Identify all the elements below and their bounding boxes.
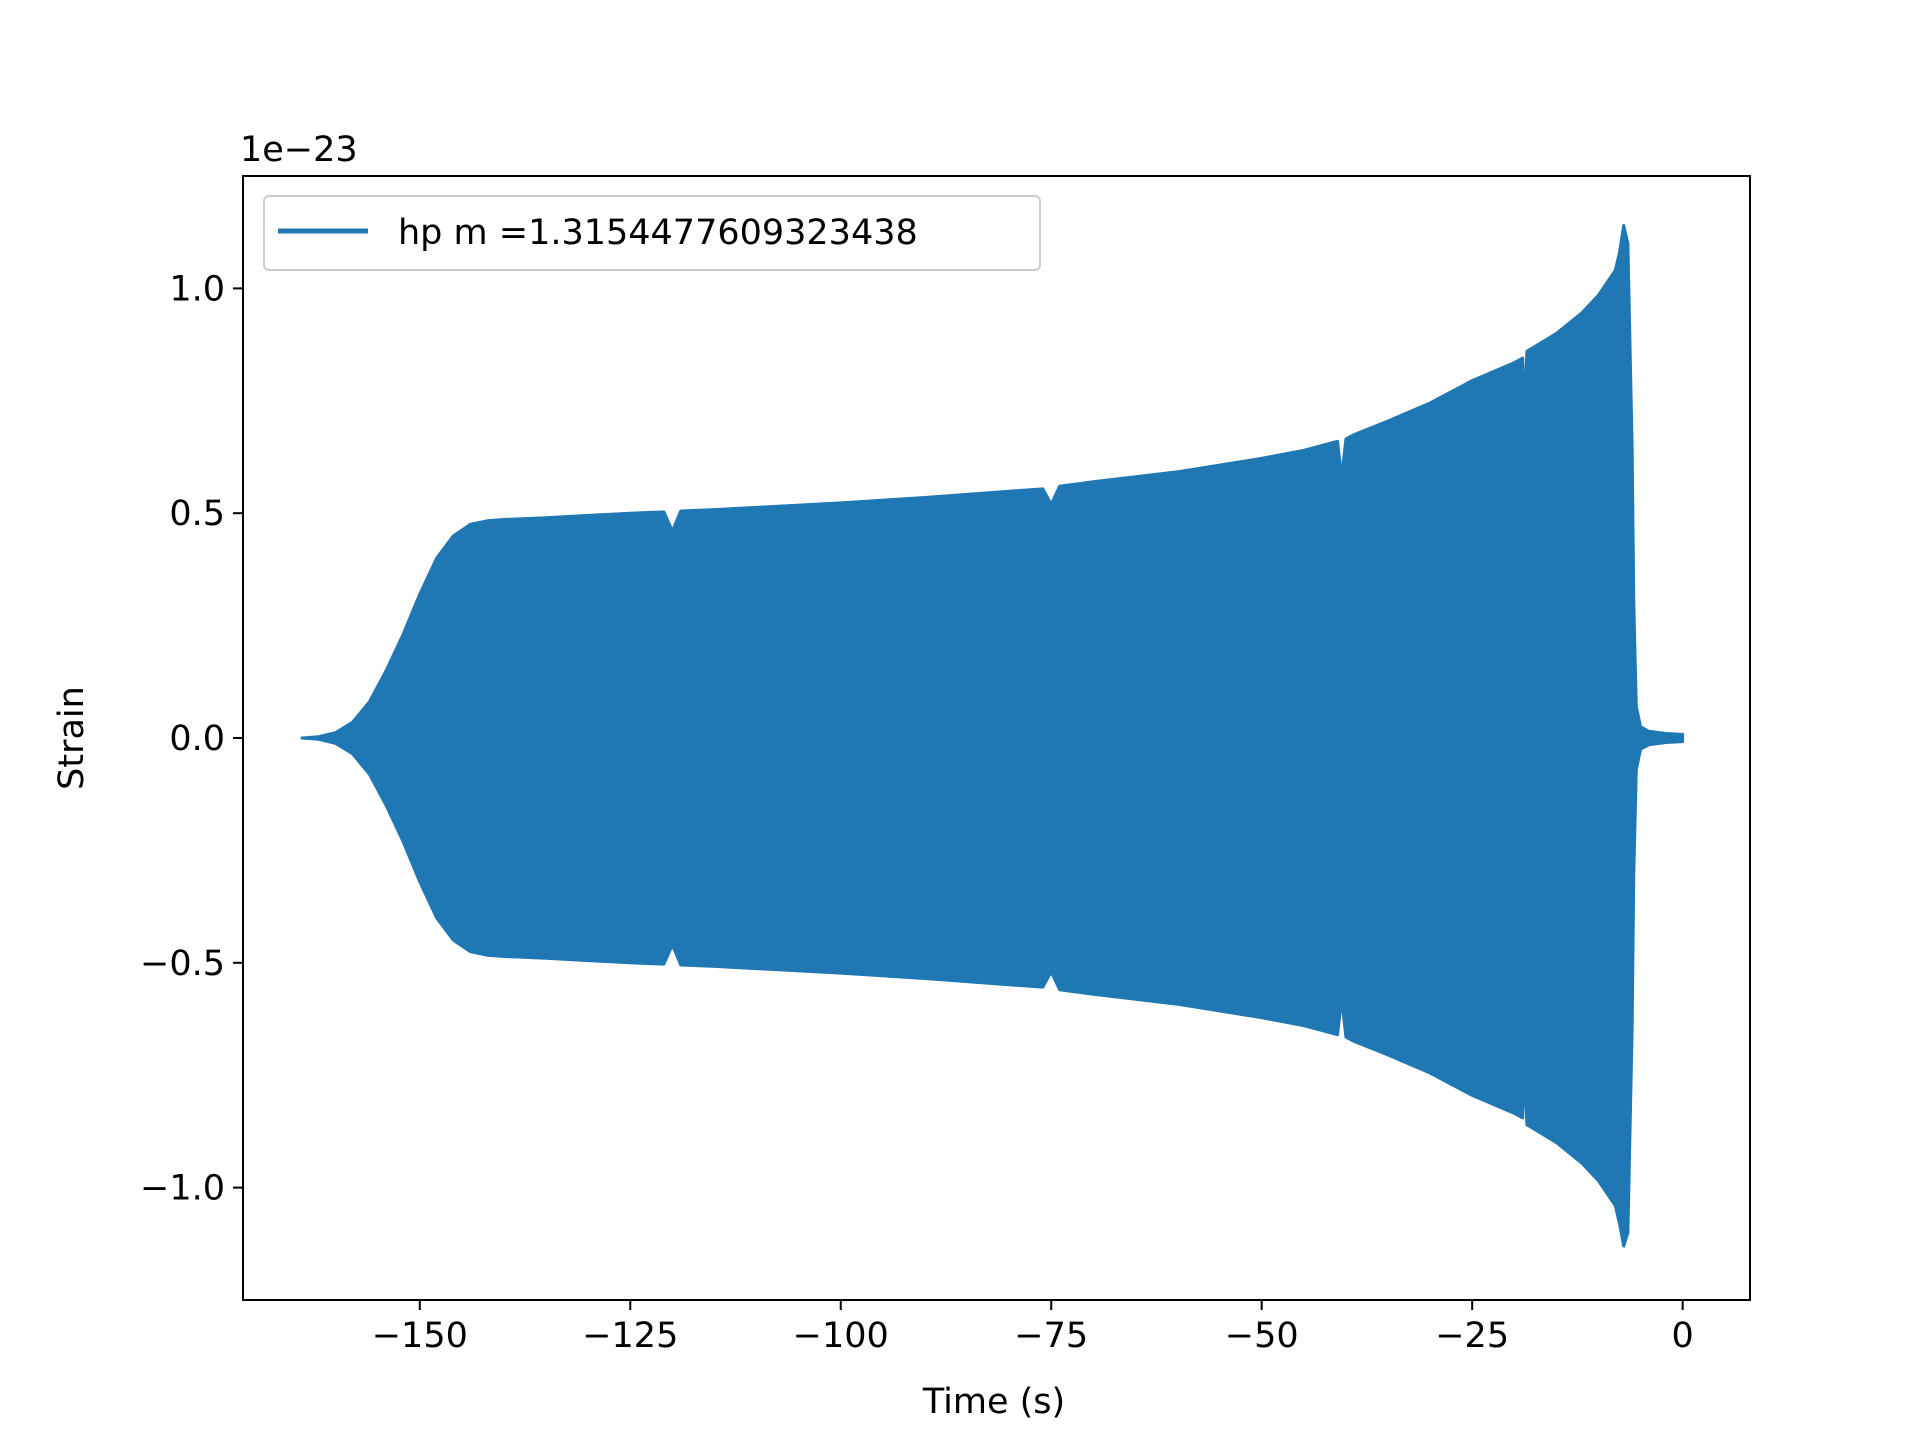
x-axis-label: Time (s) [922, 1382, 1065, 1422]
x-tick-label: −25 [1435, 1316, 1509, 1356]
y-scale-label: 1e−23 [240, 130, 358, 170]
legend-label: hp m =1.3154477609323438 [398, 213, 918, 253]
plot-layer [300, 224, 1685, 1248]
x-tick-label: −100 [793, 1316, 889, 1356]
y-axis-label: Strain [52, 686, 92, 790]
y-tick-label: 0.5 [169, 494, 225, 534]
series-waveform-0 [300, 224, 1685, 1248]
y-tick-label: −1.0 [140, 1169, 225, 1209]
y-tick-label: −0.5 [140, 944, 225, 984]
y-tick-label: 0.0 [169, 719, 225, 759]
x-tick-label: −75 [1014, 1316, 1088, 1356]
legend-box [263, 195, 1041, 271]
x-tick-label: −150 [372, 1316, 468, 1356]
x-tick-label: 0 [1672, 1316, 1694, 1356]
x-tick-label: −50 [1225, 1316, 1299, 1356]
axes-layer: −150 −125 −100 −75 −50 −25 0 1.0 0.5 0.0 −0.5 −1.0 [140, 175, 1751, 1356]
x-tick-label: −125 [582, 1316, 678, 1356]
legend: hp m =1.3154477609323438 [263, 195, 1041, 271]
y-tick-label: 1.0 [169, 269, 225, 309]
